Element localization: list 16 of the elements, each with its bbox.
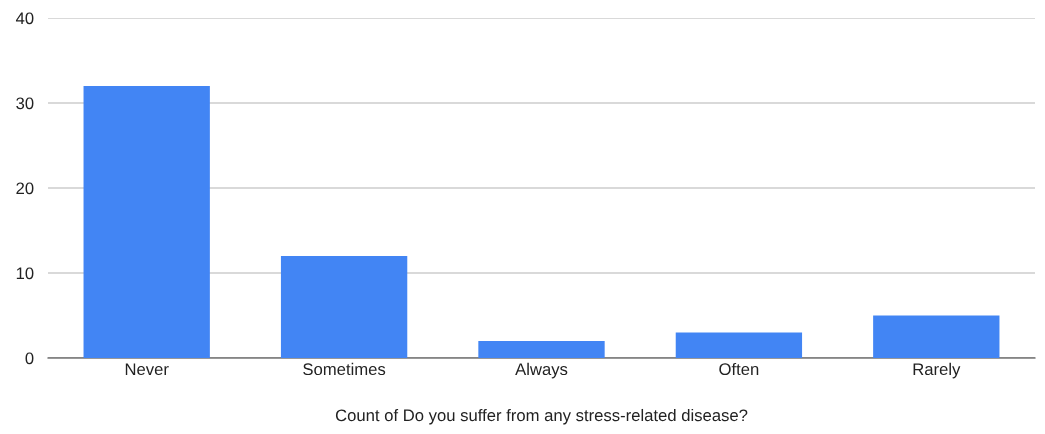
bar (83, 86, 210, 358)
x-tick-label: Often (719, 362, 759, 376)
y-tick-label: 10 (16, 267, 34, 280)
bar (873, 315, 1000, 358)
x-tick-label: Rarely (913, 362, 961, 379)
y-tick-label: 40 (15, 12, 34, 25)
y-tick-label: 0 (25, 352, 34, 365)
x-tick-label: Never (125, 363, 169, 376)
x-axis-title: Count of Do you suffer from any stress-related disease? (335, 408, 748, 425)
bar (478, 341, 605, 358)
bar (675, 332, 803, 358)
y-tick-label: 20 (16, 182, 34, 195)
x-tick-label: Always (515, 362, 568, 379)
bar (280, 256, 408, 358)
y-tick-label: 30 (16, 97, 34, 110)
x-tick-label: Sometimes (303, 362, 386, 376)
